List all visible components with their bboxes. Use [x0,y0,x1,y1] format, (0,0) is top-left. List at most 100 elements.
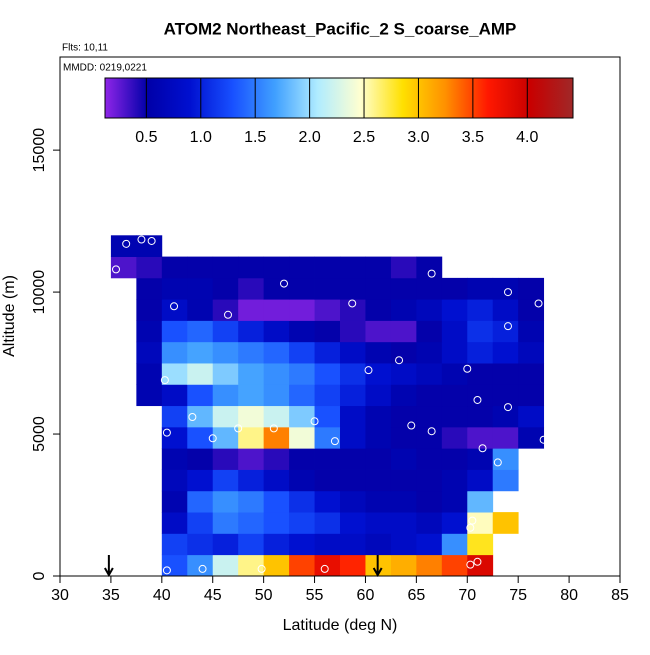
heatmap-cell [467,405,494,428]
heatmap-cell [416,469,443,492]
heatmap-cell [492,299,519,321]
heatmap-cell [518,384,545,407]
heatmap-cell [390,554,417,576]
heatmap-cell [416,554,443,576]
heatmap-cell [110,256,137,279]
heatmap-cell [289,363,315,385]
x-tick-label: 40 [153,587,171,604]
heatmap-cell [416,363,443,385]
heatmap-cell [314,299,341,321]
sample-point [427,269,436,278]
heatmap-cell [492,341,519,364]
heatmap-cell [212,256,239,279]
heatmap-cell [238,299,265,321]
heatmap-cell [390,363,417,385]
heatmap-cell [390,405,417,428]
heatmap-cell [518,426,545,449]
heatmap-cell [238,384,265,407]
arrow [104,555,114,578]
x-tick-label: 55 [306,587,324,604]
heatmap-cell [467,320,494,343]
heatmap-cell [416,448,443,470]
heatmap-cell [263,320,290,343]
heatmap-cell [390,490,417,513]
heatmap-cell [238,405,265,428]
heatmap-cell [340,533,366,556]
heatmap-cell [492,448,519,470]
sample-point [504,403,512,412]
heatmap-cell [263,426,290,449]
heatmap-cell [212,299,239,321]
heatmap-cell [136,341,163,364]
heatmap-cell [365,341,392,364]
heatmap-cell [161,320,188,343]
heatmap-cell [187,277,214,300]
heatmap-cell [467,469,494,492]
heatmap-cell [314,256,341,279]
heatmap-cell [416,490,443,513]
heatmap-cell [263,469,290,492]
heatmap-cell [365,512,392,534]
sample-point [364,366,373,375]
heatmap-cell [492,320,519,343]
heatmap-cell [441,448,468,470]
heatmap-cell [365,469,392,492]
heatmap-cell [340,490,366,513]
heatmap-cell [263,363,290,385]
heatmap-cell [161,384,188,407]
heatmap-cell [314,426,341,449]
heatmap-cell [340,277,366,300]
heatmap-cell [340,512,366,534]
heatmap-cell [390,320,417,343]
sample-point [257,564,266,573]
heatmap-cell [416,299,443,321]
heatmap-cell [212,405,239,428]
heatmap-cell [161,512,188,534]
sample-point [427,427,436,436]
heatmap-cell [416,384,443,407]
heatmap-cell [365,277,392,300]
heatmap-cell [263,533,290,556]
sample-point [188,413,197,422]
heatmap-cell [340,405,366,428]
x-tick-label: 80 [560,587,578,604]
heatmap-cell [416,320,443,343]
sample-point [224,310,232,319]
heatmap-cell [390,277,417,300]
heatmap-cell [212,341,239,364]
heatmap-cell [416,405,443,428]
heatmap-cell [161,554,188,576]
heatmap-cell [238,320,265,343]
heatmap-cell [416,426,443,449]
heatmap-cell [365,533,392,556]
heatmap-cell [263,448,290,470]
heatmap-cell [187,341,214,364]
heatmap-cell [492,277,519,300]
y-tick-label: 0 [31,571,48,580]
heatmap-cell [390,469,417,492]
heatmap-cell [238,363,265,385]
heatmap-cell [390,341,417,364]
colorbar-tick-label: 4.0 [516,129,538,146]
heatmap-cell [212,469,239,492]
heatmap-cell [492,405,519,428]
heatmap-cell [441,554,468,576]
heatmap-cell [212,512,239,534]
sample-point [147,236,156,245]
heatmap-cell [187,405,214,428]
heatmap-cell [187,320,214,343]
x-tick-label: 75 [509,587,527,604]
heatmap-cell [492,384,519,407]
heatmap-cell [161,533,188,556]
heatmap-cell [238,256,265,279]
heatmap-cell [518,405,545,428]
heatmap-cell [441,533,468,556]
sample-point [137,235,146,244]
heatmap-cell [467,426,494,449]
heatmap-cell [390,299,417,321]
heatmap-cell [467,299,494,321]
heatmap-cell [161,277,188,300]
heatmap-cell [187,256,214,279]
heatmap-cell [263,277,290,300]
heatmap-cell [390,256,417,279]
